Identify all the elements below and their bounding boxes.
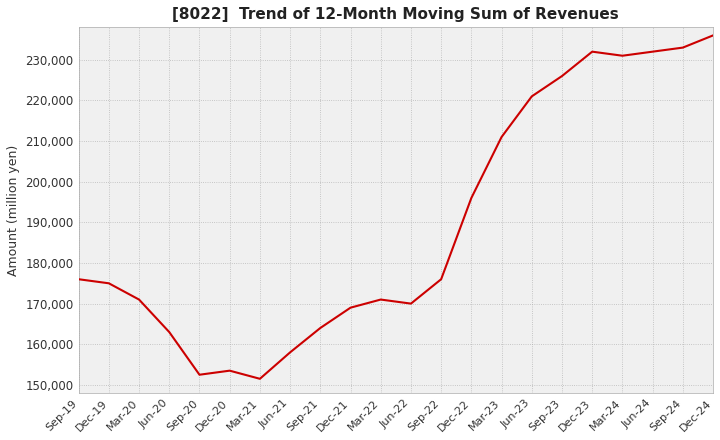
Y-axis label: Amount (million yen): Amount (million yen): [7, 144, 20, 276]
Title: [8022]  Trend of 12-Month Moving Sum of Revenues: [8022] Trend of 12-Month Moving Sum of R…: [173, 7, 619, 22]
